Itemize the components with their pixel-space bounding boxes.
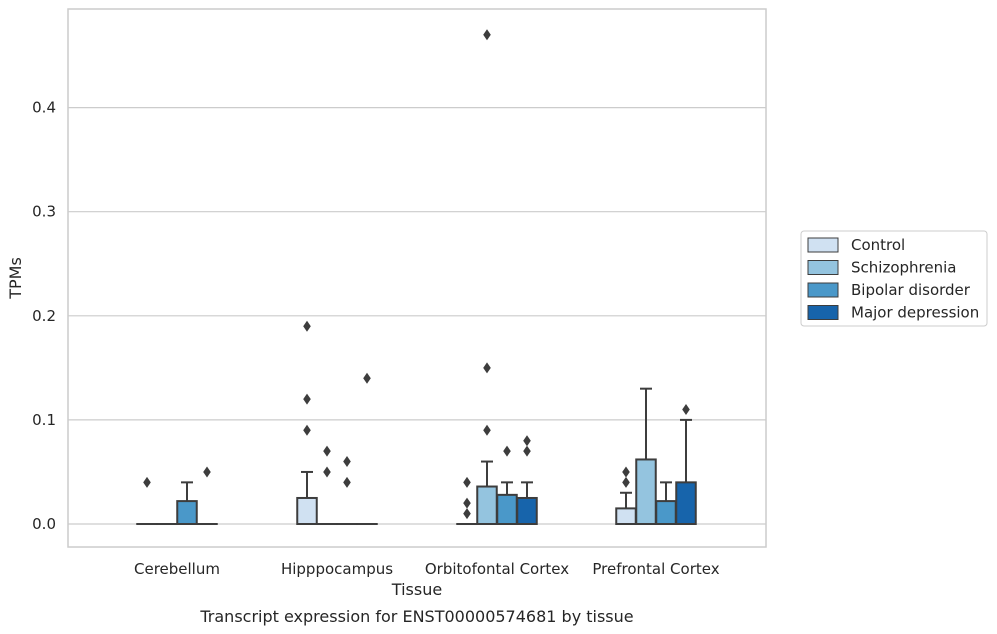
x-tick-label: Hipppocampus xyxy=(281,560,393,578)
outlier-point xyxy=(463,497,471,509)
outlier-point xyxy=(463,476,471,488)
outlier-point xyxy=(622,466,630,478)
box-body xyxy=(476,485,498,525)
outlier-point xyxy=(143,476,151,488)
box-body xyxy=(675,481,697,525)
legend-swatch xyxy=(807,237,839,253)
outlier-point xyxy=(503,445,511,457)
box-body xyxy=(635,458,657,526)
outlier-point xyxy=(483,362,491,374)
box xyxy=(675,403,697,525)
x-tick-labels: Cerebellum Hipppocampus Orbitofontal Corte… xyxy=(134,560,720,578)
x-axis-label: Tissue xyxy=(391,580,442,599)
box xyxy=(356,372,378,526)
x-tick-label: Prefrontal Cortex xyxy=(592,560,719,578)
box xyxy=(296,320,318,526)
outlier-point xyxy=(323,445,331,457)
outlier-point xyxy=(523,445,531,457)
y-tick-label: 0.1 xyxy=(32,411,56,429)
box xyxy=(316,445,338,526)
outlier-point xyxy=(303,424,311,436)
outlier-point xyxy=(682,403,690,415)
outlier-point xyxy=(303,393,311,405)
box-body xyxy=(176,500,198,525)
legend-label: Major depression xyxy=(851,304,979,322)
box xyxy=(496,445,518,525)
outlier-point xyxy=(622,476,630,488)
legend-swatch xyxy=(807,260,839,275)
plot-frame xyxy=(67,8,767,548)
outlier-point xyxy=(483,424,491,436)
legend-frame xyxy=(800,230,988,327)
legend-swatch xyxy=(807,305,839,320)
legend-label: Control xyxy=(851,236,905,254)
box-series xyxy=(136,29,697,526)
box xyxy=(516,435,538,526)
box-body xyxy=(516,496,538,526)
outlier-point xyxy=(323,466,331,478)
x-tick-label: Orbitofontal Cortex xyxy=(425,560,569,578)
y-tick-labels: 0.0 0.1 0.2 0.3 0.4 xyxy=(32,99,56,533)
legend-label: Schizophrenia xyxy=(851,259,956,277)
chart-caption: Transcript expression for ENST0000057468… xyxy=(199,607,633,626)
series-control xyxy=(136,320,637,526)
outlier-point xyxy=(203,466,211,478)
series-major-depression xyxy=(196,372,697,526)
y-tick-label: 0.3 xyxy=(32,203,56,221)
outlier-point xyxy=(343,456,351,468)
y-tick-label: 0.2 xyxy=(32,307,56,325)
box xyxy=(336,456,358,526)
legend-swatch xyxy=(807,282,839,298)
outlier-point xyxy=(523,435,531,447)
outlier-point xyxy=(363,372,371,384)
outlier-point xyxy=(463,508,471,520)
y-tick-label: 0.0 xyxy=(32,515,56,533)
box-body xyxy=(655,500,677,525)
box-body xyxy=(496,493,518,525)
box xyxy=(615,466,637,526)
outlier-point xyxy=(303,320,311,332)
outlier-point xyxy=(343,476,351,488)
legend-label: Bipolar disorder xyxy=(851,281,971,299)
y-axis-label: TPMs xyxy=(6,257,25,300)
box-body xyxy=(296,496,318,526)
box-body xyxy=(615,507,637,526)
outlier-point xyxy=(483,29,491,41)
box xyxy=(196,466,218,526)
box xyxy=(635,387,657,526)
x-tick-label: Cerebellum xyxy=(134,560,220,578)
legend-entries: Control Schizophrenia Bipolar disorder Majo… xyxy=(807,236,979,322)
legend: Control Schizophrenia Bipolar disorder Majo… xyxy=(800,230,988,327)
box xyxy=(456,476,478,526)
box xyxy=(176,481,198,525)
y-tick-label: 0.4 xyxy=(32,99,56,117)
